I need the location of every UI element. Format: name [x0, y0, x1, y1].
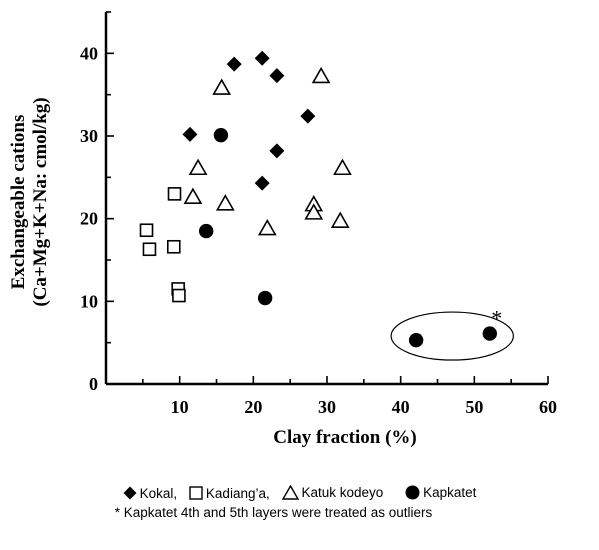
triangle-open-icon — [281, 485, 299, 500]
legend: Kokal, Kadiang’a, Katuk kodeyo Kapkatet … — [0, 484, 599, 521]
outlier-star: * — [491, 306, 502, 331]
data-markers — [139, 50, 498, 348]
circle-filled-icon — [405, 485, 420, 500]
katuk-kodeyo-point — [333, 158, 352, 176]
x-tick-label: 20 — [244, 397, 262, 417]
kapkatet-point — [408, 332, 424, 348]
x-axis-title: Clay fraction (%) — [273, 427, 417, 448]
kapkatet-point — [198, 223, 214, 239]
tick-labels: 0 10 20 30 40 10 20 30 40 50 60 — [80, 43, 557, 417]
x-tick-label: 30 — [318, 397, 336, 417]
kadianga-point — [142, 242, 157, 257]
kapkatet-point — [482, 326, 498, 341]
square-open-icon — [189, 486, 203, 500]
diamond-filled-icon — [123, 486, 137, 500]
kokal-point — [254, 50, 270, 66]
kokal-point — [254, 175, 270, 191]
x-tick-label: 50 — [465, 397, 483, 417]
kokal-point — [269, 68, 285, 84]
katuk-kodeyo-point — [183, 187, 203, 204]
legend-item-katuk-kodeyo: Katuk kodeyo — [281, 484, 384, 501]
y-tick-label: 20 — [80, 209, 98, 229]
footnote: * Kapkatet 4th and 5th layers were treat… — [114, 505, 433, 520]
kokal-point — [300, 108, 316, 124]
katuk-kodeyo-point — [330, 211, 350, 228]
legend-label-kadianga: Kadiang’a, — [205, 485, 270, 501]
y-tick-label: 10 — [80, 291, 98, 311]
katuk-kodeyo-point — [215, 194, 235, 211]
katuk-kodeyo-point — [212, 78, 232, 95]
legend-label-kapkatet: Kapkatet — [423, 485, 477, 500]
y-tick-label: 30 — [80, 126, 98, 146]
kadianga-point — [166, 239, 181, 254]
outlier-ellipse — [390, 311, 514, 361]
legend-label-kokal: Kokal, — [139, 485, 178, 501]
katuk-kodeyo-point — [188, 158, 208, 176]
kadianga-point — [139, 223, 154, 238]
kadianga-point — [172, 288, 186, 303]
katuk-kodeyo-point — [311, 66, 331, 84]
kapkatet-point — [257, 290, 273, 306]
y-tick-label: 0 — [89, 374, 98, 394]
kadianga-point — [167, 187, 182, 201]
y-tick-label: 40 — [80, 43, 98, 63]
legend-label-katuk-kodeyo: Katuk kodeyo — [301, 485, 384, 500]
legend-item-kadianga: Kadiang’a, — [189, 485, 270, 502]
tick-marks — [105, 11, 549, 385]
legend-item-kokal: Kokal, — [123, 485, 178, 502]
x-tick-label: 60 — [539, 397, 557, 417]
y-axis-title-line2: (Ca+Mg+K+Na: cmol/kg) — [30, 97, 51, 306]
kapkatet-point — [213, 127, 229, 143]
kokal-point — [226, 56, 242, 72]
kokal-point — [269, 143, 285, 159]
x-tick-label: 10 — [171, 397, 189, 417]
katuk-kodeyo-point — [257, 218, 277, 236]
outlier-annotation: * — [390, 306, 514, 361]
y-axis-title-line1: Exchangeable cations — [8, 115, 29, 290]
legend-row: Kokal, Kadiang’a, Katuk kodeyo Kapkatet — [0, 484, 599, 504]
katuk-kodeyo-point — [304, 203, 324, 220]
legend-item-kapkatet: Kapkatet — [405, 484, 476, 501]
kokal-point — [182, 126, 198, 142]
x-tick-label: 40 — [392, 397, 410, 417]
